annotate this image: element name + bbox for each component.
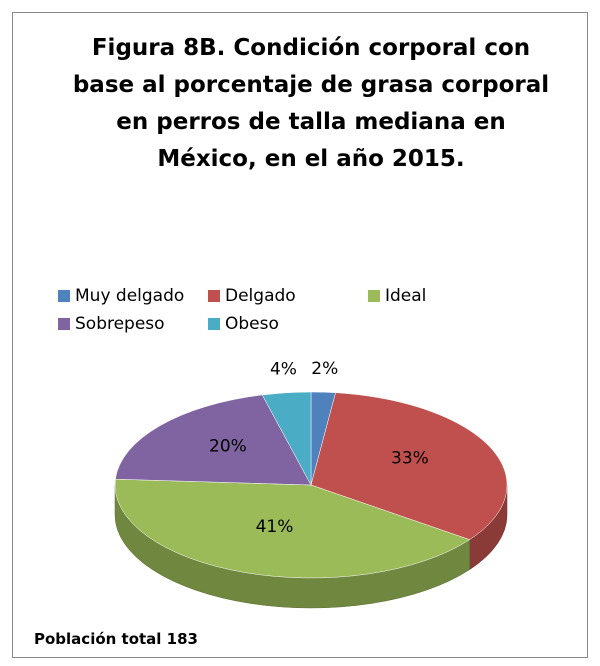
data-label: 41% <box>256 517 294 537</box>
data-label: 4% <box>270 360 297 380</box>
legend-swatch <box>208 318 220 330</box>
chart-frame <box>12 12 588 658</box>
legend-item: Obeso <box>208 310 368 338</box>
legend-item: Ideal <box>368 282 528 310</box>
slice <box>114 478 471 579</box>
legend-item: Sobrepeso <box>58 310 208 338</box>
slice <box>261 391 312 486</box>
legend: Muy delgado Delgado Ideal Sobrepeso Obeso <box>58 282 528 338</box>
chart-title: Figura 8B. Condición corporal con base a… <box>72 35 550 172</box>
legend-label: Sobrepeso <box>75 314 165 334</box>
legend-label: Delgado <box>225 286 296 306</box>
legend-label: Obeso <box>225 314 279 334</box>
legend-swatch <box>208 290 220 302</box>
note: Población total 183 <box>34 630 198 648</box>
data-label: 2% <box>311 359 338 379</box>
slice <box>115 394 312 486</box>
legend-label: Ideal <box>385 286 427 306</box>
data-label: 33% <box>391 449 429 469</box>
data-label: 20% <box>209 436 247 456</box>
legend-item: Muy delgado <box>58 282 208 310</box>
legend-item: Delgado <box>208 282 368 310</box>
legend-swatch <box>58 290 70 302</box>
legend-swatch <box>58 318 70 330</box>
legend-swatch <box>368 290 380 302</box>
legend-label: Muy delgado <box>75 286 185 306</box>
slice <box>310 392 508 540</box>
